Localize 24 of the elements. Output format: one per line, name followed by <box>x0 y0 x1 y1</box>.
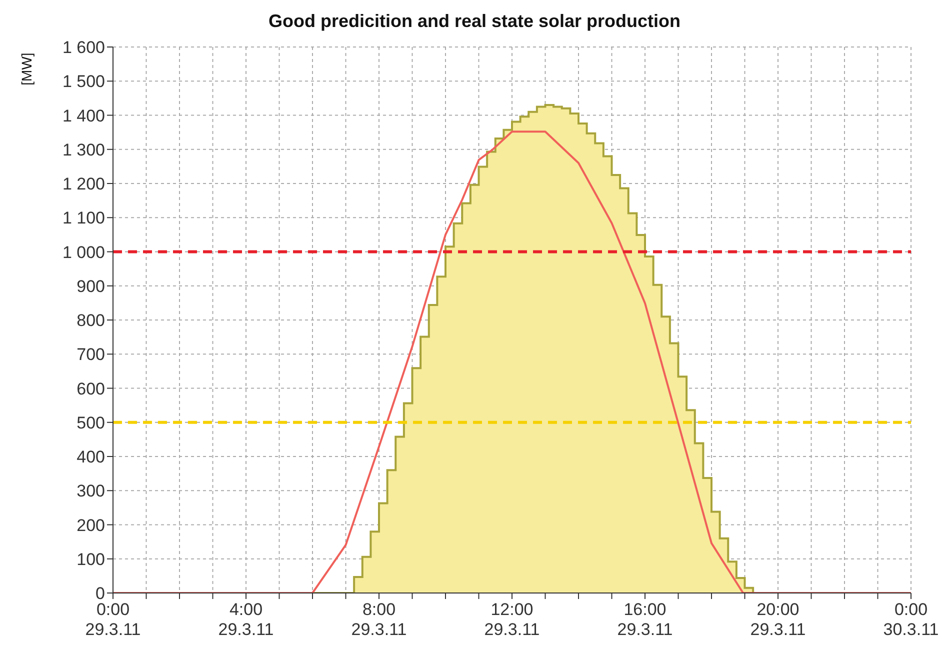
x-tick-label: 20:00 29.3.11 <box>750 600 806 639</box>
y-tick-label: 900 <box>76 276 105 296</box>
y-tick-label: 100 <box>76 550 105 569</box>
x-tick-label: 0:00 30.3.11 <box>883 600 939 639</box>
chart-title: Good predicition and real state solar production <box>267 10 682 33</box>
y-tick-label: 1 200 <box>62 174 105 194</box>
y-tick-label: 1 400 <box>62 106 105 126</box>
y-tick-label: 200 <box>76 516 105 535</box>
y-tick-label: 700 <box>76 345 105 364</box>
y-tick-label: 1 500 <box>62 72 105 92</box>
y-tick-label: 1 000 <box>62 242 105 262</box>
x-tick-label: 12:00 29.3.11 <box>484 600 540 639</box>
y-tick-label: 300 <box>76 482 105 501</box>
x-tick-label: 4:00 29.3.11 <box>218 600 274 639</box>
y-axis-title: [MW] <box>18 52 35 86</box>
y-tick-label: 1 300 <box>62 140 105 160</box>
y-tick-label: 1 100 <box>62 208 105 228</box>
y-tick-label: 800 <box>76 311 105 330</box>
x-tick-label: 8:00 29.3.11 <box>351 600 407 639</box>
y-tick-label: 500 <box>76 413 105 432</box>
x-tick-label: 16:00 29.3.11 <box>617 600 673 639</box>
y-tick-label: 1 600 <box>62 38 105 58</box>
y-tick-label: 400 <box>76 448 105 467</box>
y-tick-label: 600 <box>76 379 105 398</box>
